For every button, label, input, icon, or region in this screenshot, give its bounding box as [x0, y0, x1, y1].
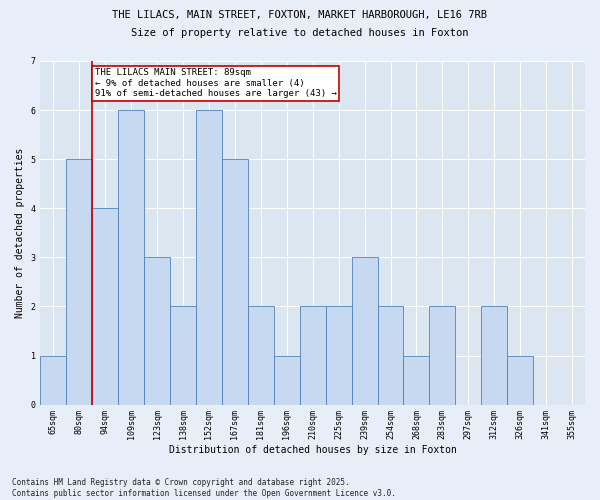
- Bar: [403, 356, 430, 405]
- X-axis label: Distribution of detached houses by size in Foxton: Distribution of detached houses by size …: [169, 445, 457, 455]
- Bar: [40, 356, 67, 405]
- Bar: [352, 258, 377, 404]
- Text: Contains HM Land Registry data © Crown copyright and database right 2025.
Contai: Contains HM Land Registry data © Crown c…: [12, 478, 396, 498]
- Text: Size of property relative to detached houses in Foxton: Size of property relative to detached ho…: [131, 28, 469, 38]
- Bar: [67, 159, 92, 404]
- Bar: [144, 258, 170, 404]
- Bar: [248, 306, 274, 404]
- Bar: [481, 306, 507, 404]
- Bar: [430, 306, 455, 404]
- Bar: [118, 110, 144, 405]
- Bar: [274, 356, 300, 405]
- Bar: [326, 306, 352, 404]
- Bar: [300, 306, 326, 404]
- Text: THE LILACS, MAIN STREET, FOXTON, MARKET HARBOROUGH, LE16 7RB: THE LILACS, MAIN STREET, FOXTON, MARKET …: [113, 10, 487, 20]
- Bar: [222, 159, 248, 404]
- Bar: [92, 208, 118, 404]
- Y-axis label: Number of detached properties: Number of detached properties: [15, 148, 25, 318]
- Bar: [170, 306, 196, 404]
- Bar: [377, 306, 403, 404]
- Bar: [196, 110, 222, 405]
- Text: THE LILACS MAIN STREET: 89sqm
← 9% of detached houses are smaller (4)
91% of sem: THE LILACS MAIN STREET: 89sqm ← 9% of de…: [95, 68, 337, 98]
- Bar: [507, 356, 533, 405]
